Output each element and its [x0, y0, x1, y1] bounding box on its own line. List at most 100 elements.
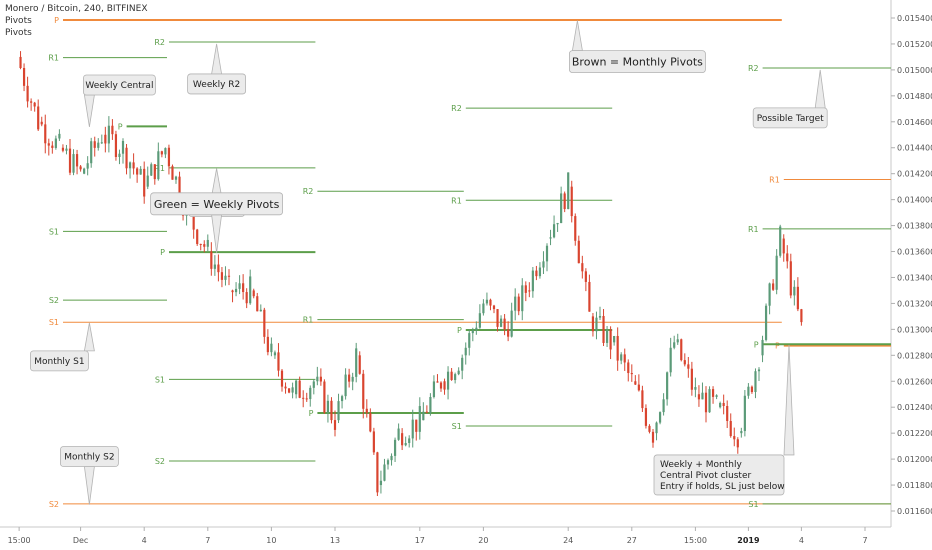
callout-box — [569, 50, 706, 73]
indicator-label-2[interactable]: Pivots — [5, 28, 32, 38]
candle-body — [355, 348, 358, 377]
candle-body — [545, 245, 549, 262]
candle-body — [365, 408, 368, 413]
candle-body — [47, 143, 50, 146]
callout-5[interactable]: Green = Weekly Pivots — [150, 192, 284, 253]
pivot-level-label: P — [309, 409, 314, 418]
candle-body — [726, 406, 729, 422]
candle-body — [256, 296, 259, 312]
y-tick-label: 0.014600 — [897, 118, 932, 127]
candle-body — [270, 343, 273, 353]
x-tick-label: 17 — [415, 536, 425, 545]
pivot-level-label: R1 — [748, 225, 759, 234]
candle-body — [178, 176, 181, 203]
candle-body — [72, 154, 75, 173]
candle-body — [422, 411, 425, 421]
candle-body — [740, 431, 743, 434]
candle-body — [319, 376, 322, 382]
callout-1[interactable]: Brown = Monthly Pivots — [569, 20, 706, 73]
candle-body — [432, 381, 436, 397]
callout-text: Green = Weekly Pivots — [154, 198, 280, 211]
candle-body — [482, 303, 485, 314]
candle-body — [284, 386, 287, 389]
pivot-level-label: S1 — [49, 227, 59, 236]
y-tick-label: 0.014400 — [897, 144, 932, 153]
candle-body — [761, 339, 764, 356]
callout-pointer — [211, 168, 223, 197]
pivot-level-label: S2 — [49, 296, 59, 305]
x-tick-label: 7 — [862, 536, 867, 545]
candle-body — [655, 422, 658, 434]
candle-body — [128, 162, 132, 169]
candle-body — [704, 392, 708, 413]
candle-body — [90, 141, 93, 164]
candle-body — [542, 261, 545, 268]
candle-body — [521, 285, 524, 312]
candle-body — [574, 216, 577, 241]
callout-pointer — [814, 69, 826, 109]
candle-body — [708, 389, 711, 413]
candle-body — [616, 335, 619, 361]
candle-body — [164, 148, 167, 155]
candle-body — [401, 433, 404, 446]
pivot-level-label: S1 — [155, 375, 165, 384]
candle-body — [65, 148, 68, 151]
candle-body — [772, 283, 775, 290]
candle-body — [203, 244, 206, 247]
callout-8[interactable]: Monthly S2 — [60, 446, 119, 505]
candle-body — [425, 411, 428, 413]
candle-body — [273, 352, 277, 356]
candle-body — [340, 396, 344, 402]
candle-body — [121, 140, 125, 154]
x-tick-label: 2019 — [737, 536, 760, 545]
candle-body — [747, 386, 750, 396]
y-tick-label: 0.012800 — [897, 351, 932, 360]
candle-body — [701, 392, 704, 400]
candle-body — [114, 134, 118, 157]
y-tick-label: 0.013800 — [897, 222, 932, 231]
candle-body — [160, 151, 163, 155]
candle-body — [800, 309, 803, 323]
candle-body — [489, 299, 492, 306]
candle-body — [316, 376, 319, 382]
candle-body — [245, 292, 248, 304]
callout-box — [187, 73, 247, 95]
candle-body — [789, 261, 792, 296]
candle-body — [143, 168, 146, 197]
callout-box — [653, 454, 785, 496]
candle-body — [132, 162, 135, 169]
candle-body — [153, 164, 156, 180]
candle-body — [326, 400, 330, 413]
x-tick-label: 20 — [478, 536, 488, 545]
callout-2[interactable]: Possible Target — [752, 69, 828, 129]
callout-6[interactable]: Monthly S1 — [29, 322, 95, 372]
candle-body — [457, 370, 460, 375]
pivot-level-label: S1 — [49, 318, 59, 327]
candle-body — [44, 124, 47, 144]
pivot-level-label: R1 — [303, 316, 314, 325]
candle-body — [259, 309, 262, 312]
candle-body — [641, 390, 644, 409]
candle-body — [687, 364, 690, 369]
indicator-label-1[interactable]: Pivots — [5, 16, 32, 26]
callout-text: Monthly S2 — [64, 453, 114, 463]
candle-body — [796, 286, 799, 310]
pivot-level-label: R2 — [303, 187, 314, 196]
callout-0[interactable]: Weekly R2 — [187, 43, 247, 95]
candle-body — [475, 327, 478, 331]
candle-body — [775, 255, 778, 290]
pivot-level-label: P — [160, 248, 165, 257]
candle-body — [736, 439, 739, 448]
candle-body — [287, 388, 291, 393]
candle-body — [54, 138, 57, 148]
callout-3[interactable]: Weekly Central — [83, 74, 156, 128]
candle-body — [100, 142, 103, 144]
callout-pointer — [211, 214, 223, 253]
candle-body — [277, 352, 280, 371]
candle-body — [556, 223, 559, 225]
candle-body — [627, 362, 630, 374]
candle-body — [393, 439, 397, 456]
candle-body — [588, 281, 591, 312]
